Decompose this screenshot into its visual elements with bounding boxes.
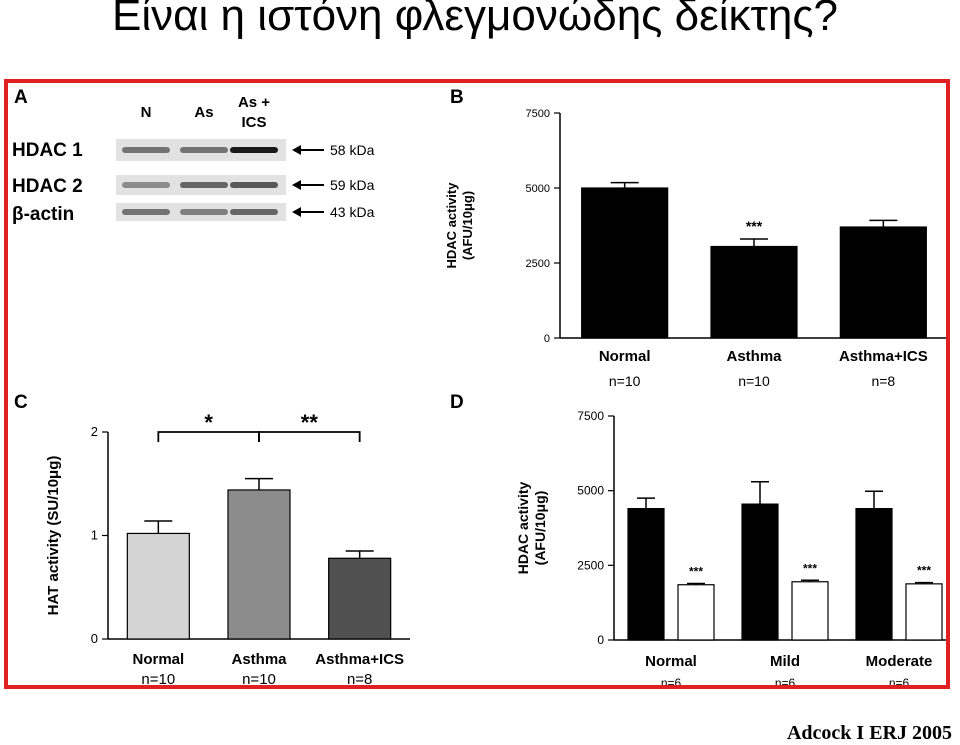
significance-bracket bbox=[258, 431, 361, 442]
category-label: Moderate bbox=[866, 653, 933, 670]
citation: Adcock I ERJ 2005 bbox=[786, 722, 952, 744]
blot-band bbox=[180, 182, 228, 188]
bar bbox=[791, 581, 829, 641]
category-label: Normal bbox=[132, 651, 184, 668]
category-label: Asthma+ICS bbox=[315, 651, 404, 668]
category-label: Asthma+ICS bbox=[839, 348, 928, 365]
lane-label: N bbox=[141, 104, 152, 121]
arrow-head bbox=[292, 145, 301, 155]
n-label: n=10 bbox=[242, 671, 276, 685]
arrow-head bbox=[292, 207, 301, 217]
blot-band bbox=[122, 209, 170, 215]
bar bbox=[710, 245, 798, 339]
y-tick-label: 0 bbox=[597, 633, 604, 647]
bar bbox=[905, 583, 943, 641]
blot-band bbox=[180, 147, 228, 153]
figure-canvas: A N As As + ICS HDAC 1 58 kDa HDAC 2 59 kDa β-act… bbox=[12, 87, 946, 685]
y-tick-label: 7500 bbox=[577, 409, 604, 423]
panel-label: C bbox=[14, 392, 28, 413]
slide-title: Είναι η ιστόνη φλεγμονώδης δείκτης? bbox=[112, 0, 839, 40]
n-label: n=8 bbox=[347, 671, 372, 685]
lane-label: As + ICS bbox=[238, 94, 270, 131]
n-label: n=6 bbox=[775, 676, 796, 685]
y-tick-label: 0 bbox=[91, 631, 98, 646]
kda-label: 59 kDa bbox=[330, 177, 375, 193]
protein-label: HDAC 2 bbox=[12, 176, 83, 197]
protein-label: β-actin bbox=[12, 204, 74, 225]
n-label: n=6 bbox=[661, 676, 682, 685]
chart-b: B 0 2500 5000 7500 HDAC activity(AFU/10μg) Nor… bbox=[444, 87, 946, 389]
panel-label: A bbox=[14, 87, 28, 108]
arrow-head bbox=[292, 180, 301, 190]
y-tick-label: 1 bbox=[91, 528, 98, 543]
y-axis-label: HDAC activity(AFU/10μg) bbox=[515, 482, 548, 575]
y-tick-label: 2 bbox=[91, 424, 98, 439]
category-label: Asthma bbox=[231, 651, 287, 668]
y-axis-label-group: HDAC activity(AFU/10μg) bbox=[444, 182, 475, 269]
y-tick-label: 5000 bbox=[526, 183, 550, 195]
blot-band bbox=[122, 182, 170, 188]
y-tick-label: 7500 bbox=[526, 108, 550, 120]
lane-label: As bbox=[194, 104, 213, 121]
significance-label: *** bbox=[917, 564, 931, 578]
bar bbox=[126, 532, 190, 640]
bar bbox=[328, 557, 392, 640]
n-label: n=10 bbox=[738, 373, 770, 389]
bracket-label: ** bbox=[301, 410, 319, 435]
blot-row bbox=[116, 203, 324, 221]
chart-c: C 0 1 2 HAT activity (SU/10μg) Normal n=10 Asth… bbox=[14, 392, 410, 685]
kda-label: 58 kDa bbox=[330, 142, 375, 158]
y-tick-label: 2500 bbox=[577, 558, 604, 572]
bar bbox=[627, 507, 665, 641]
bar bbox=[741, 503, 779, 641]
y-tick-label: 5000 bbox=[577, 484, 604, 498]
y-tick-label: 0 bbox=[544, 333, 550, 345]
y-axis-label: HDAC activity(AFU/10μg) bbox=[444, 182, 475, 269]
y-axis-label-group: HAT activity (SU/10μg) bbox=[45, 456, 62, 616]
significance-label: *** bbox=[803, 561, 817, 575]
blot-row bbox=[116, 175, 324, 195]
bar bbox=[677, 584, 715, 641]
bracket-label: * bbox=[204, 410, 213, 435]
y-tick-label: 2500 bbox=[526, 258, 550, 270]
y-axis-label: HAT activity (SU/10μg) bbox=[45, 456, 62, 616]
n-label: n=10 bbox=[141, 671, 175, 685]
blot-row bbox=[116, 139, 324, 161]
kda-label: 43 kDa bbox=[330, 204, 375, 220]
category-label: Mild bbox=[770, 653, 800, 670]
blot-band bbox=[122, 147, 170, 153]
panel-label: B bbox=[450, 87, 464, 108]
blot-band bbox=[230, 147, 278, 153]
significance-label: *** bbox=[689, 565, 703, 579]
n-label: n=6 bbox=[889, 676, 910, 685]
blot-band bbox=[230, 182, 278, 188]
protein-label: HDAC 1 bbox=[12, 140, 83, 161]
category-label: Normal bbox=[645, 653, 697, 670]
category-label: Asthma bbox=[726, 348, 782, 365]
category-label: Normal bbox=[599, 348, 651, 365]
n-label: n=8 bbox=[871, 373, 895, 389]
n-label: n=10 bbox=[609, 373, 641, 389]
y-axis-label-group: HDAC activity(AFU/10μg) bbox=[515, 482, 548, 575]
significance-label: *** bbox=[746, 218, 763, 234]
blot-band bbox=[180, 209, 228, 215]
bar bbox=[227, 489, 291, 640]
chart-d: D 0 2500 5000 7500 HDAC activity(AFU/10μg) Nor… bbox=[450, 392, 946, 685]
panel-label: D bbox=[450, 392, 464, 413]
figure-frame: A N As As + ICS HDAC 1 58 kDa HDAC 2 59 kDa β-act… bbox=[4, 79, 950, 689]
bar bbox=[855, 507, 893, 641]
bar bbox=[839, 226, 927, 339]
blot-band bbox=[230, 209, 278, 215]
bar bbox=[581, 187, 669, 339]
